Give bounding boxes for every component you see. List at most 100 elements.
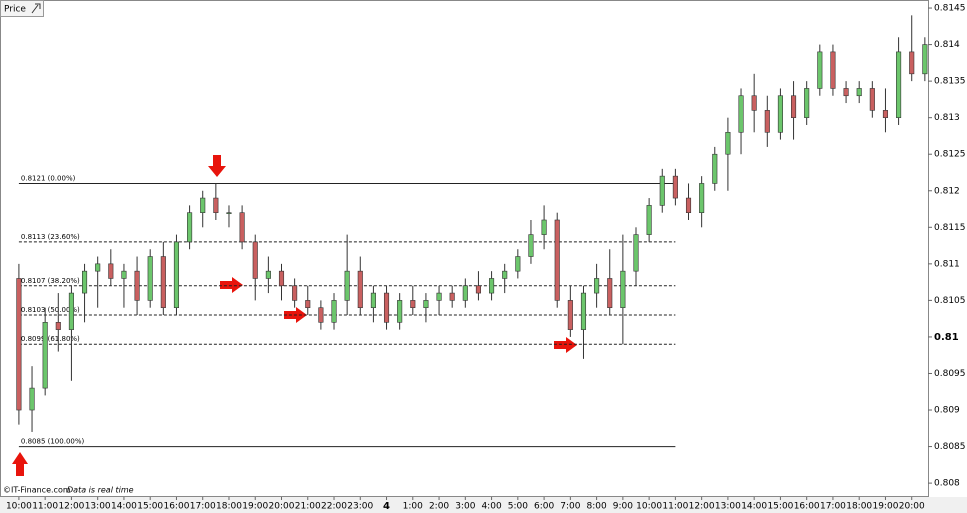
candle-body: [160, 256, 166, 309]
footer-note: Data is real time: [67, 486, 134, 495]
candle-body: [252, 241, 258, 279]
y-tick-label: 0.8145: [934, 4, 966, 14]
y-tick-label: 0.814: [934, 40, 960, 50]
x-tick-label: 23:00: [347, 502, 373, 512]
candle-body: [777, 95, 783, 133]
y-tick-label: 0.8105: [934, 296, 966, 306]
x-tick-label: 7:00: [560, 502, 580, 512]
x-tick-label: 1:00: [403, 502, 423, 512]
x-tick-label: 10:00: [636, 502, 662, 512]
candle-body: [659, 175, 665, 206]
y-tick-label: 0.808: [934, 479, 960, 489]
x-tick-label: 12:00: [58, 502, 84, 512]
candle-body: [278, 270, 285, 287]
y-tick-label: 0.81: [934, 332, 959, 343]
candle-body: [475, 285, 481, 294]
x-tick-label: 14:00: [111, 502, 137, 512]
y-tick-label: 0.812: [934, 186, 960, 196]
x-tick-label: 14:00: [741, 502, 767, 512]
candle-body: [607, 278, 613, 309]
x-tick-label: 5:00: [508, 502, 528, 512]
footer-source: ©IT-Finance.com: [3, 486, 71, 495]
candle-body: [856, 88, 862, 97]
candle-body: [344, 270, 350, 301]
candle-body: [423, 300, 429, 309]
candle-body: [646, 205, 652, 235]
fib-label: 0.8107 (38.20%): [21, 277, 80, 285]
candle-body: [738, 95, 744, 133]
fib-label: 0.8085 (100.00%): [21, 438, 85, 446]
candle-body: [305, 300, 311, 309]
candle-body: [462, 285, 468, 301]
candle-body: [121, 270, 127, 279]
x-tick-label: 17:00: [820, 502, 846, 512]
candle-body: [672, 175, 678, 199]
arrow-right: [220, 277, 243, 293]
candle-body: [751, 95, 757, 111]
candle-body: [134, 270, 140, 301]
candle-body: [791, 95, 797, 118]
y-tick-label: 0.8085: [934, 442, 966, 452]
candle-body: [580, 292, 587, 330]
x-tick-label: 18:00: [216, 502, 242, 512]
candle-body: [764, 110, 770, 133]
candle-body: [922, 44, 928, 75]
candle-body: [213, 197, 219, 213]
candle-body: [725, 131, 731, 155]
candle-body: [843, 88, 849, 97]
x-tick-label: 21:00: [295, 502, 321, 512]
candle-body: [567, 300, 573, 330]
candle-body: [187, 212, 193, 243]
candle-body: [896, 51, 902, 118]
candle-body: [265, 270, 271, 279]
candle-body: [633, 234, 639, 272]
x-tick-label: 18:00: [846, 502, 872, 512]
y-tick-label: 0.8135: [934, 77, 966, 87]
x-tick-label: 15:00: [767, 502, 793, 512]
arrow-down: [208, 155, 226, 177]
candle-body: [909, 51, 915, 75]
candle-body: [16, 278, 22, 411]
x-tick-label: 15:00: [137, 502, 163, 512]
candle-body: [699, 183, 705, 213]
candle-body: [95, 263, 101, 272]
x-axis-band: [0, 497, 967, 513]
candle-body: [554, 219, 560, 301]
x-tick-label: 19:00: [242, 502, 268, 512]
x-tick-label: 9:00: [613, 502, 633, 512]
x-tick-label: 16:00: [163, 502, 189, 512]
candle-body: [29, 387, 35, 411]
candle-body: [515, 256, 521, 272]
candle-body: [869, 88, 875, 111]
candle-body: [42, 322, 48, 389]
x-tick-label: 4:00: [481, 502, 501, 512]
candle-body: [318, 307, 324, 323]
candle-body: [200, 197, 206, 213]
candle-body: [370, 292, 376, 309]
candle-body: [331, 300, 337, 323]
x-tick-label: 12:00: [689, 502, 715, 512]
candle-body: [68, 292, 74, 330]
header-icon[interactable]: [31, 3, 41, 14]
candle-body: [82, 270, 88, 294]
candle-body: [489, 278, 495, 294]
candle-body: [173, 241, 180, 309]
y-tick-label: 0.813: [934, 113, 960, 123]
candle-body: [541, 219, 547, 235]
candle-body: [147, 256, 153, 301]
x-tick-label: 11:00: [32, 502, 58, 512]
candle-body: [292, 285, 298, 301]
fib-label: 0.8099 (61.80%): [21, 335, 80, 343]
fib-label: 0.8121 (0.00%): [21, 174, 76, 182]
candle-body: [712, 153, 718, 184]
y-tick-label: 0.811: [934, 259, 960, 269]
y-tick-label: 0.8125: [934, 150, 966, 160]
arrow-right: [554, 337, 577, 353]
candle-body: [502, 270, 508, 279]
x-tick-label: 6:00: [534, 502, 554, 512]
y-tick-label: 0.8115: [934, 223, 966, 233]
candle-body: [55, 322, 61, 330]
candle-body: [383, 292, 390, 323]
x-tick-label: 3:00: [455, 502, 475, 512]
